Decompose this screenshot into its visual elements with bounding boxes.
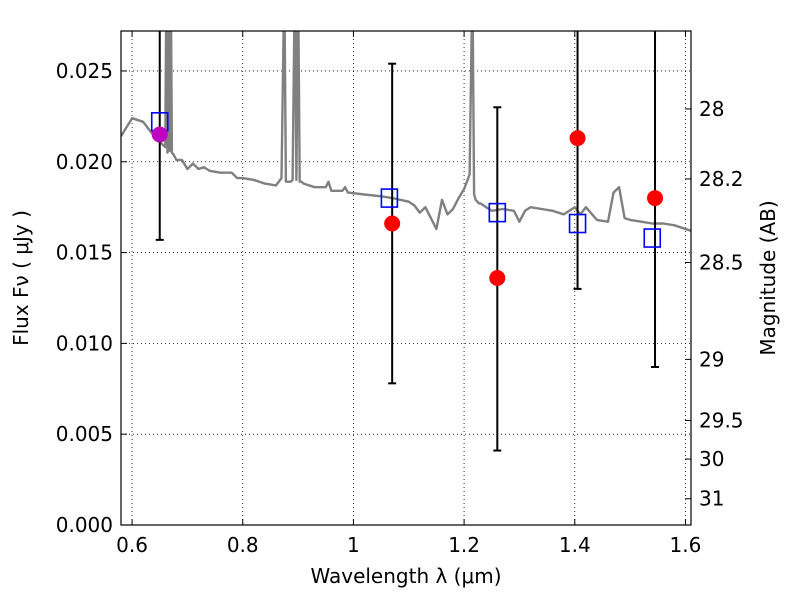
x-tick-label: 1.6 <box>670 533 702 557</box>
spectrum-line <box>121 31 691 232</box>
x-tick-label: 1.2 <box>448 533 480 557</box>
y-tick-label: 0.000 <box>56 513 113 537</box>
observed-point <box>489 270 506 286</box>
observed-point <box>569 130 586 147</box>
y2-tick-label: 28 <box>699 97 724 121</box>
y2-tick-label: 29 <box>699 347 724 371</box>
y-axis-label: Flux Fν ( μJy ) <box>9 210 33 346</box>
y2-tick-label: 31 <box>699 487 724 511</box>
y-tick-label: 0.005 <box>56 422 113 446</box>
error-bars <box>150 31 664 452</box>
observed-point <box>647 190 664 207</box>
observed-point <box>151 126 168 143</box>
y-tick-label: 0.025 <box>56 59 113 83</box>
plot-frame <box>120 30 692 526</box>
model-square <box>643 228 662 248</box>
model-square <box>568 213 587 234</box>
x-tick-label: 1.4 <box>559 533 591 557</box>
y-tick-label: 0.015 <box>56 241 113 265</box>
series-layer <box>121 31 691 232</box>
y2-tick-label: 30 <box>699 447 724 471</box>
y2-tick-label: 28.5 <box>699 250 744 274</box>
model-square <box>380 188 399 208</box>
grid <box>121 31 691 526</box>
y-tick-label: 0.010 <box>56 331 113 355</box>
ticks: 0.6 0.8 1 1.2 1.4 1.6 0.000 0.005 0.010 0.015 0.02… <box>56 31 744 557</box>
x-axis-label: Wavelength λ (μm) <box>310 564 501 588</box>
y2-tick-label: 28.2 <box>699 167 744 191</box>
x-tick-label: 0.6 <box>116 533 148 557</box>
y-tick-label: 0.020 <box>56 150 113 174</box>
y2-tick-label: 29.5 <box>699 408 744 432</box>
x-tick-label: 1 <box>347 533 360 557</box>
x-tick-label: 0.8 <box>227 533 259 557</box>
model-square <box>488 202 507 223</box>
observed-point <box>384 215 401 232</box>
y2-axis-label: Magnitude (AB) <box>756 200 780 355</box>
